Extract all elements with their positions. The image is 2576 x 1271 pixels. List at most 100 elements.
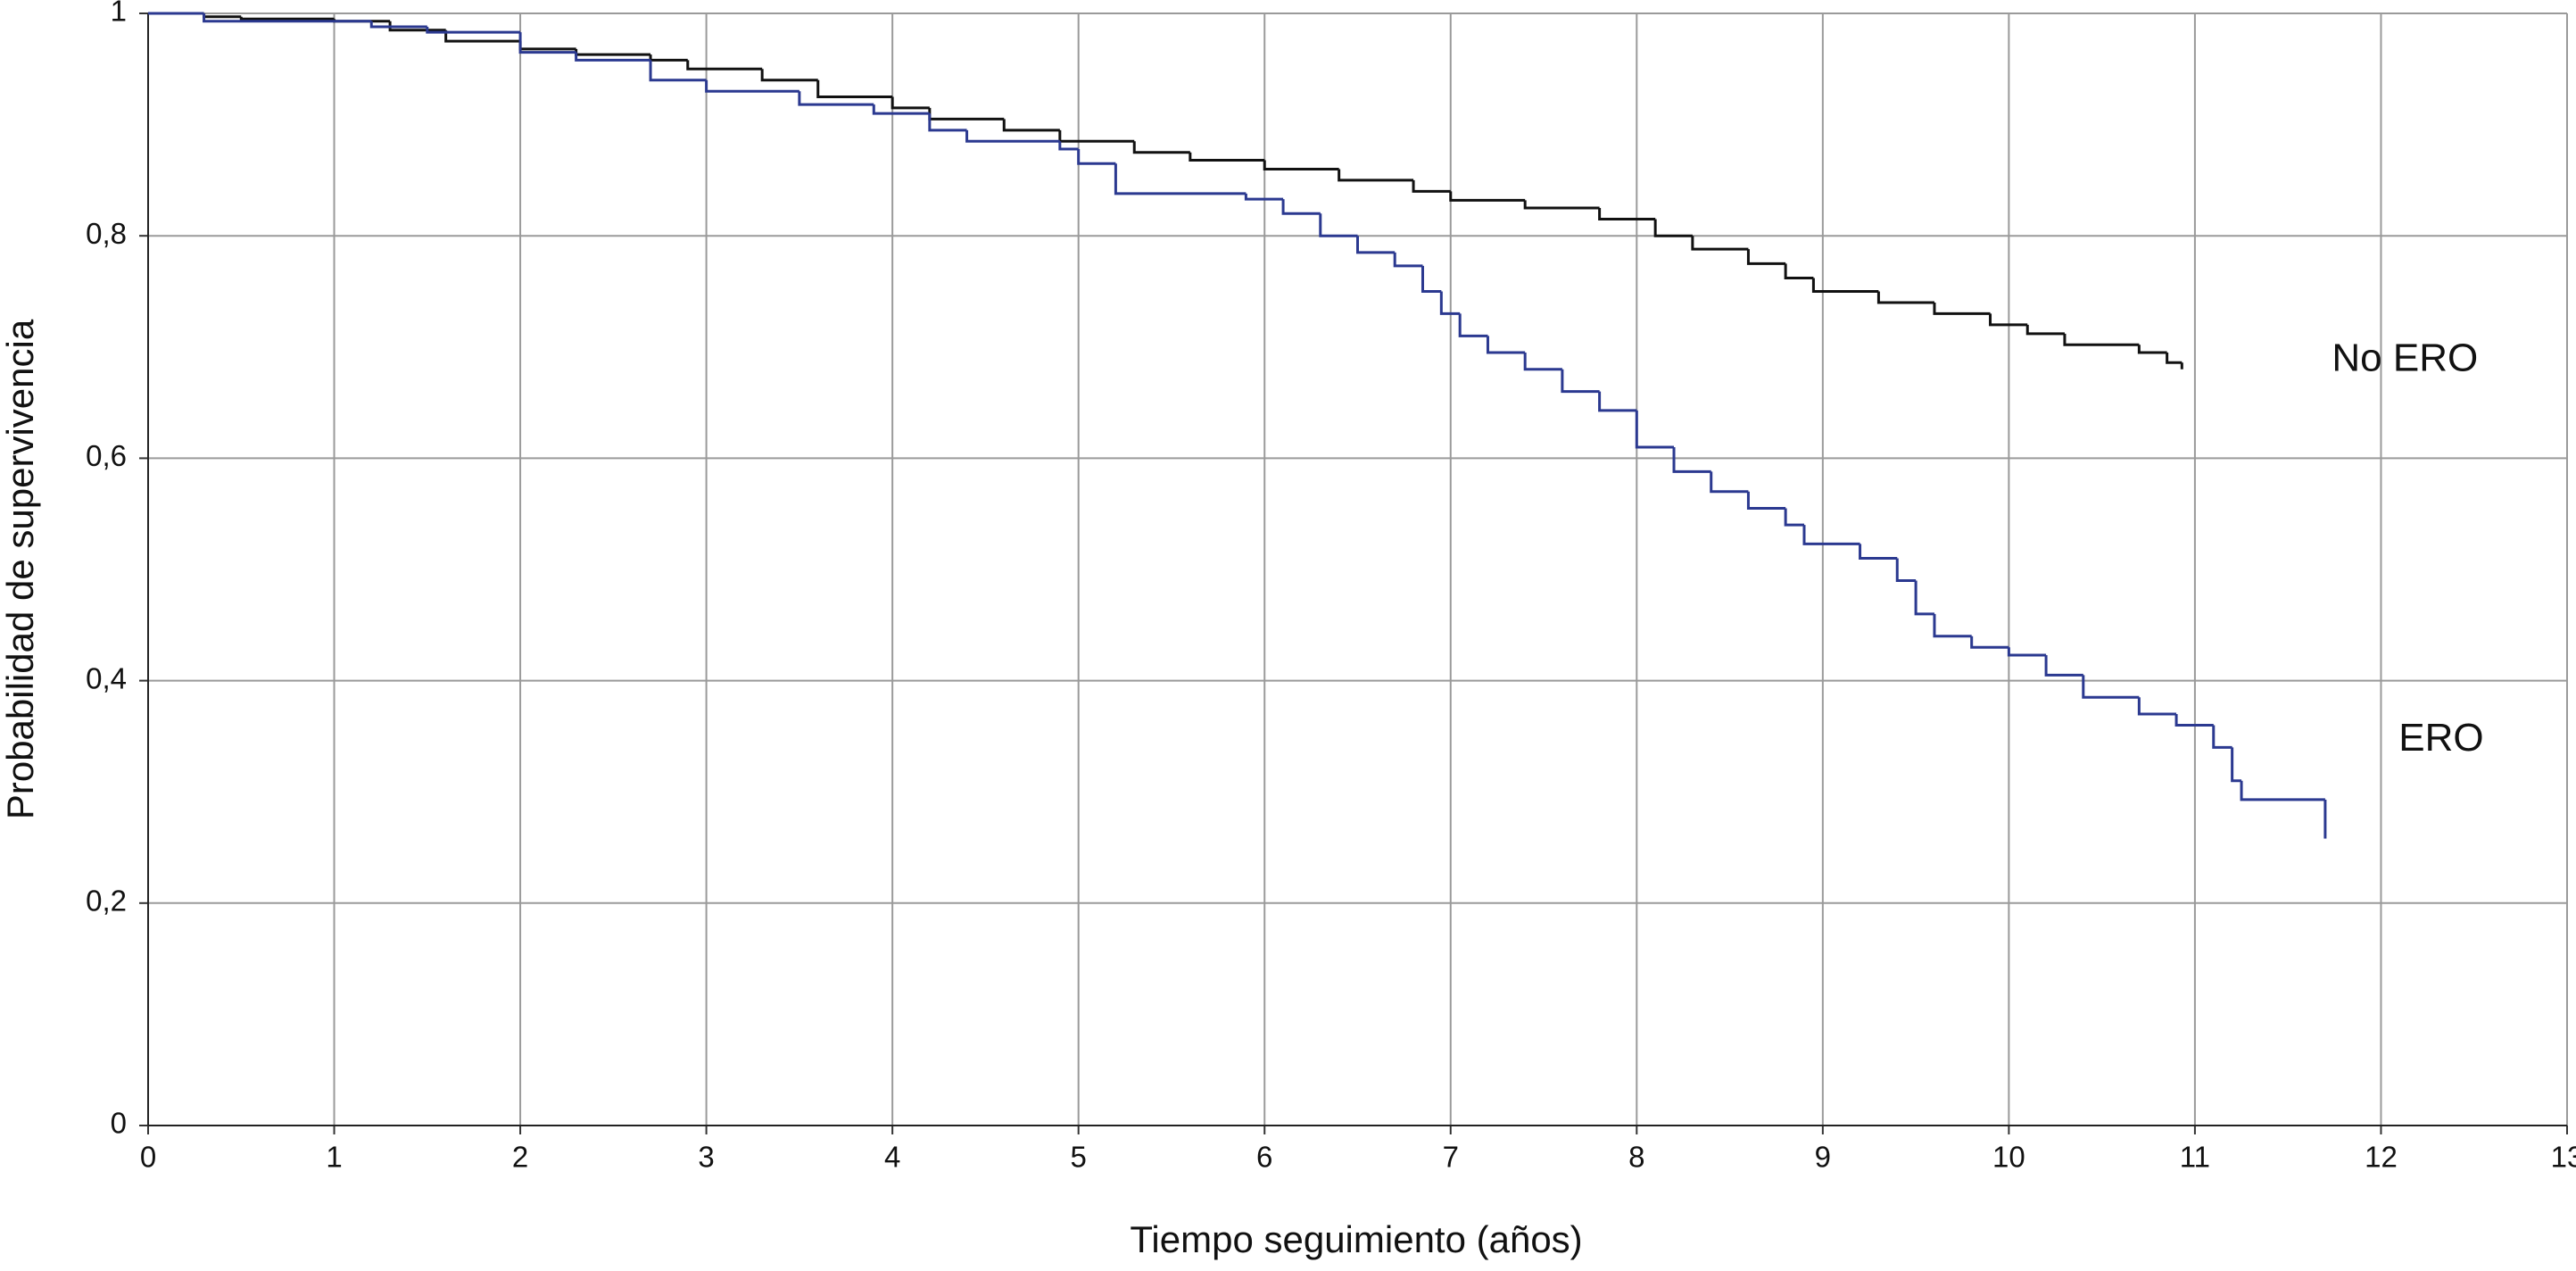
y-axis-title: Probabilidad de supervivencia — [0, 319, 41, 819]
step-segment — [1746, 249, 1786, 265]
step-segment — [928, 107, 1005, 120]
x-tick-label: 10 — [1992, 1141, 2025, 1174]
step-segment — [1114, 163, 1247, 195]
step-segment — [1356, 236, 1396, 254]
step-segment — [1281, 199, 1321, 215]
step-segment — [1895, 558, 1917, 582]
y-tick-label: 0,2 — [86, 885, 127, 918]
step-segment — [1989, 313, 2028, 327]
step-segment — [890, 96, 930, 110]
step-segment — [649, 54, 688, 62]
x-tick-label: 13 — [2551, 1141, 2576, 1174]
x-tick-label: 0 — [140, 1141, 156, 1174]
step-segment — [872, 104, 930, 115]
x-tick-label: 1 — [326, 1141, 342, 1174]
series-label: ERO — [2398, 716, 2483, 760]
y-tick-label: 1 — [111, 0, 127, 28]
x-tick-label: 3 — [698, 1141, 714, 1174]
step-segment — [1244, 193, 1284, 201]
step-segment — [444, 29, 521, 43]
step-segment — [575, 52, 651, 62]
step-segment — [1970, 636, 2009, 649]
step-segment — [1598, 391, 1637, 412]
step-segment — [575, 48, 651, 56]
step-segment — [1319, 213, 1358, 237]
step-segment — [1876, 291, 1934, 304]
x-axis-title: Tiempo seguimiento (años) — [1130, 1218, 1582, 1260]
step-segment — [239, 16, 335, 21]
series-label: No ERO — [2332, 336, 2478, 379]
step-segment — [1058, 129, 1135, 143]
step-segment — [705, 79, 799, 93]
step-segment — [518, 41, 576, 51]
step-segment — [1561, 369, 1600, 394]
step-segment — [426, 26, 521, 34]
step-segment — [965, 129, 1060, 143]
step-segment — [1672, 446, 1711, 473]
step-segment — [1859, 544, 1898, 561]
step-segment — [2025, 324, 2065, 336]
x-tick-label: 7 — [1443, 1141, 1459, 1174]
step-segment — [203, 13, 372, 23]
step-segment — [1933, 302, 1991, 315]
step-segment — [1412, 179, 1451, 193]
step-segment — [1523, 200, 1600, 210]
step-segment — [2137, 345, 2167, 354]
step-segment — [1598, 208, 1656, 221]
step-segment — [1746, 491, 1786, 510]
step-segment — [1189, 152, 1265, 162]
x-tick-label: 6 — [1256, 1141, 1272, 1174]
step-segment — [686, 60, 763, 71]
step-segment — [1523, 353, 1562, 371]
step-segment — [1653, 219, 1693, 237]
step-segment — [1933, 613, 1972, 638]
step-segment — [1811, 278, 1879, 293]
x-tick-label: 9 — [1815, 1141, 1831, 1174]
step-segment — [928, 113, 967, 132]
step-segment — [2044, 654, 2083, 677]
step-segment — [2231, 747, 2242, 783]
step-segment — [2007, 647, 2047, 657]
step-segment — [1458, 313, 1488, 337]
step-segment — [760, 69, 818, 82]
step-segment — [1635, 410, 1675, 449]
step-segment — [1691, 236, 1749, 251]
x-tick-label: 8 — [1628, 1141, 1644, 1174]
step-segment — [1263, 160, 1339, 170]
step-segment — [2174, 713, 2214, 727]
step-segment — [518, 32, 576, 54]
step-segment — [2240, 780, 2325, 802]
step-segment — [1077, 149, 1116, 165]
step-segment — [1784, 508, 1804, 527]
step-segment — [1002, 119, 1060, 132]
step-segment — [2082, 675, 2140, 699]
step-segment — [1784, 263, 1814, 280]
step-segment — [369, 21, 427, 29]
step-segment — [1914, 580, 1934, 616]
step-segment — [1802, 525, 1860, 545]
step-segment — [798, 91, 874, 106]
step-segment — [2137, 697, 2177, 716]
step-segment — [649, 60, 707, 82]
step-segment — [816, 79, 893, 98]
step-segment — [1421, 265, 1442, 293]
step-segment — [1393, 252, 1423, 268]
y-tick-label: 0,6 — [86, 439, 127, 472]
step-segment — [1710, 471, 1749, 494]
step-segment — [1058, 141, 1079, 151]
step-segment — [1486, 336, 1526, 354]
y-tick-label: 0 — [111, 1107, 127, 1140]
step-segment — [1449, 191, 1526, 202]
step-segment — [2166, 353, 2183, 364]
y-tick-label: 0,8 — [86, 217, 127, 250]
x-tick-label: 2 — [512, 1141, 528, 1174]
x-tick-label: 11 — [2180, 1141, 2210, 1174]
step-segment — [2212, 725, 2232, 749]
x-tick-label: 12 — [2365, 1141, 2398, 1174]
step-segment — [1338, 169, 1414, 182]
step-segment — [1132, 141, 1190, 154]
x-tick-label: 4 — [884, 1141, 900, 1174]
x-tick-label: 5 — [1071, 1141, 1087, 1174]
